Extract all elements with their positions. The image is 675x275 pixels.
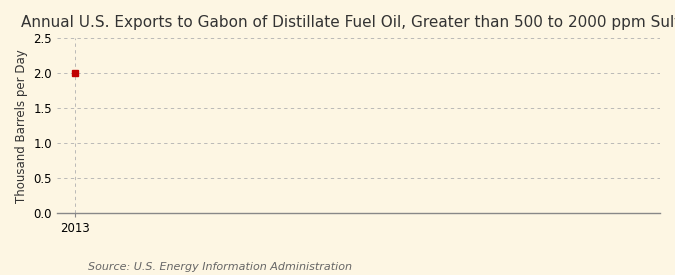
Y-axis label: Thousand Barrels per Day: Thousand Barrels per Day <box>15 49 28 203</box>
Title: Annual U.S. Exports to Gabon of Distillate Fuel Oil, Greater than 500 to 2000 pp: Annual U.S. Exports to Gabon of Distilla… <box>21 15 675 30</box>
Text: Source: U.S. Energy Information Administration: Source: U.S. Energy Information Administ… <box>88 262 352 272</box>
